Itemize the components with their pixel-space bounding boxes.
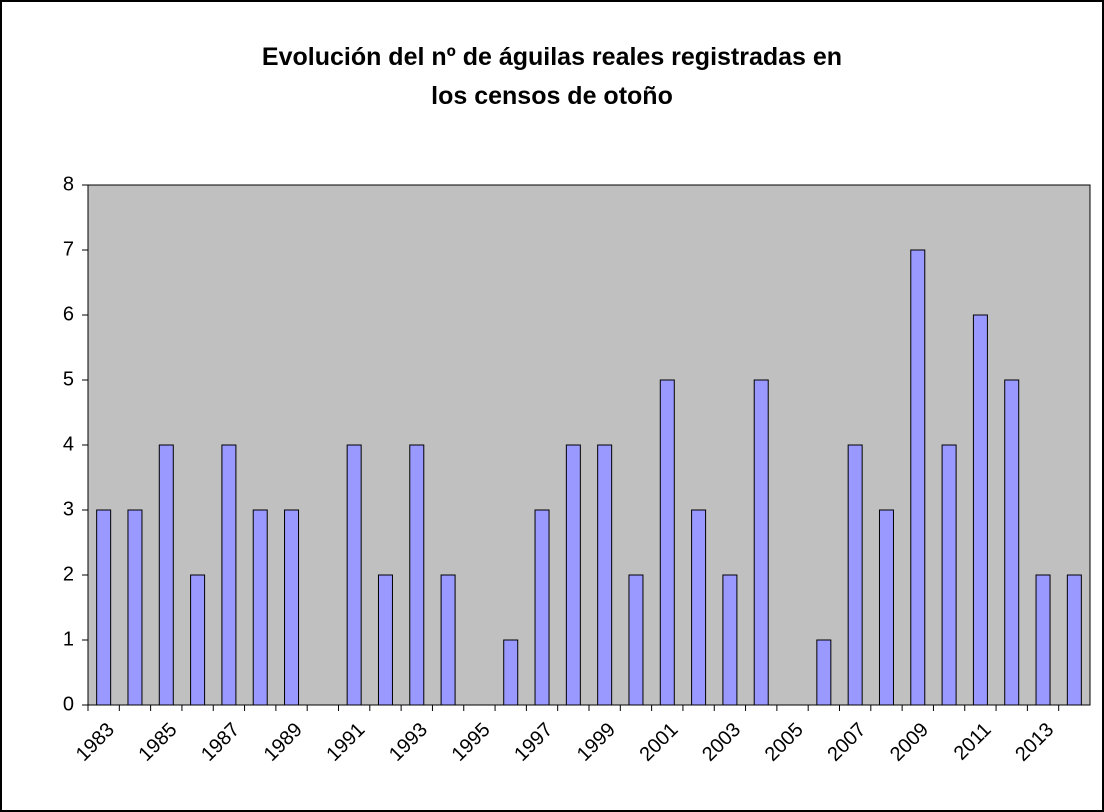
- bar: [409, 444, 425, 706]
- bar: [346, 444, 362, 706]
- bar: [597, 444, 613, 706]
- bar: [816, 639, 832, 706]
- bar: [659, 379, 675, 706]
- bar: [377, 574, 393, 706]
- y-tick-label: 5: [63, 368, 74, 390]
- bar: [1004, 379, 1020, 706]
- bar: [972, 314, 988, 706]
- bar: [252, 509, 268, 706]
- bar: [440, 574, 456, 706]
- bar: [127, 509, 143, 706]
- bar: [565, 444, 581, 706]
- bar: [910, 249, 926, 706]
- y-tick-label: 1: [63, 628, 74, 650]
- bar: [628, 574, 644, 706]
- chart-title: Evolución del nº de águilas reales regis…: [261, 43, 843, 110]
- bar: [221, 444, 237, 706]
- bar: [1035, 574, 1051, 706]
- y-tick-label: 4: [63, 433, 74, 455]
- y-tick-label: 0: [63, 693, 74, 715]
- bar: [190, 574, 206, 706]
- bar: [534, 509, 550, 706]
- y-tick-label: 3: [63, 498, 74, 520]
- bar: [1066, 574, 1082, 706]
- bar: [722, 574, 738, 706]
- y-tick-label: 6: [63, 303, 74, 325]
- bar: [96, 509, 112, 706]
- bar: [878, 509, 894, 706]
- bar: [847, 444, 863, 706]
- bar: [284, 509, 300, 706]
- plot-area: [87, 184, 1091, 706]
- y-tick-label: 2: [63, 563, 74, 585]
- bar: [691, 509, 707, 706]
- y-tick-label: 7: [63, 238, 74, 260]
- y-tick-label: 8: [63, 173, 74, 195]
- bar: [503, 639, 519, 706]
- bar: [941, 444, 957, 706]
- bar: [753, 379, 769, 706]
- bar: [158, 444, 174, 706]
